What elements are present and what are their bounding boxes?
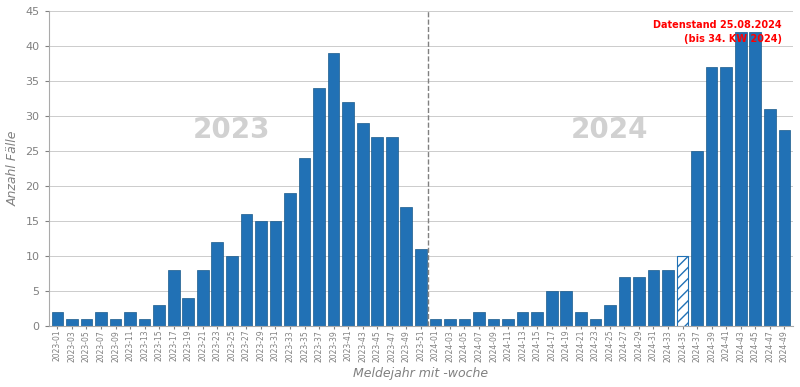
Bar	[502, 319, 514, 325]
Bar	[444, 319, 456, 325]
Bar	[371, 137, 383, 325]
Bar	[95, 312, 107, 325]
Bar	[575, 312, 586, 325]
Bar	[750, 32, 761, 325]
Bar	[81, 319, 92, 325]
Bar	[531, 312, 543, 325]
Text: 2024: 2024	[571, 116, 649, 144]
Bar	[430, 319, 442, 325]
Bar	[197, 270, 209, 325]
Bar	[604, 305, 616, 325]
Bar	[648, 270, 659, 325]
Bar	[633, 277, 645, 325]
Bar	[386, 137, 398, 325]
Bar	[241, 214, 252, 325]
Bar	[357, 123, 369, 325]
Y-axis label: Anzahl Fälle: Anzahl Fälle	[7, 130, 20, 206]
Bar	[458, 319, 470, 325]
Bar	[618, 277, 630, 325]
Bar	[662, 270, 674, 325]
Bar	[561, 291, 572, 325]
Bar	[706, 67, 718, 325]
Bar	[124, 312, 136, 325]
Bar	[328, 53, 339, 325]
Bar	[154, 305, 165, 325]
Bar	[677, 256, 688, 325]
Bar	[226, 256, 238, 325]
Bar	[211, 241, 223, 325]
Bar	[138, 319, 150, 325]
Bar	[720, 67, 732, 325]
Bar	[415, 249, 426, 325]
Bar	[270, 221, 282, 325]
Bar	[691, 151, 703, 325]
Bar	[473, 312, 485, 325]
Text: Datenstand 25.08.2024
(bis 34. KW 2024): Datenstand 25.08.2024 (bis 34. KW 2024)	[654, 21, 782, 44]
Bar	[255, 221, 266, 325]
Bar	[110, 319, 122, 325]
Bar	[182, 298, 194, 325]
Bar	[677, 256, 688, 325]
Bar	[764, 109, 776, 325]
Bar	[168, 270, 179, 325]
Bar	[546, 291, 558, 325]
Bar	[778, 130, 790, 325]
Bar	[66, 319, 78, 325]
Bar	[590, 319, 601, 325]
Bar	[298, 158, 310, 325]
Bar	[342, 102, 354, 325]
X-axis label: Meldejahr mit -woche: Meldejahr mit -woche	[354, 367, 489, 380]
Bar	[284, 193, 296, 325]
Bar	[314, 88, 325, 325]
Bar	[488, 319, 499, 325]
Bar	[51, 312, 63, 325]
Bar	[401, 207, 412, 325]
Bar	[517, 312, 529, 325]
Text: 2023: 2023	[193, 116, 270, 144]
Bar	[735, 32, 746, 325]
